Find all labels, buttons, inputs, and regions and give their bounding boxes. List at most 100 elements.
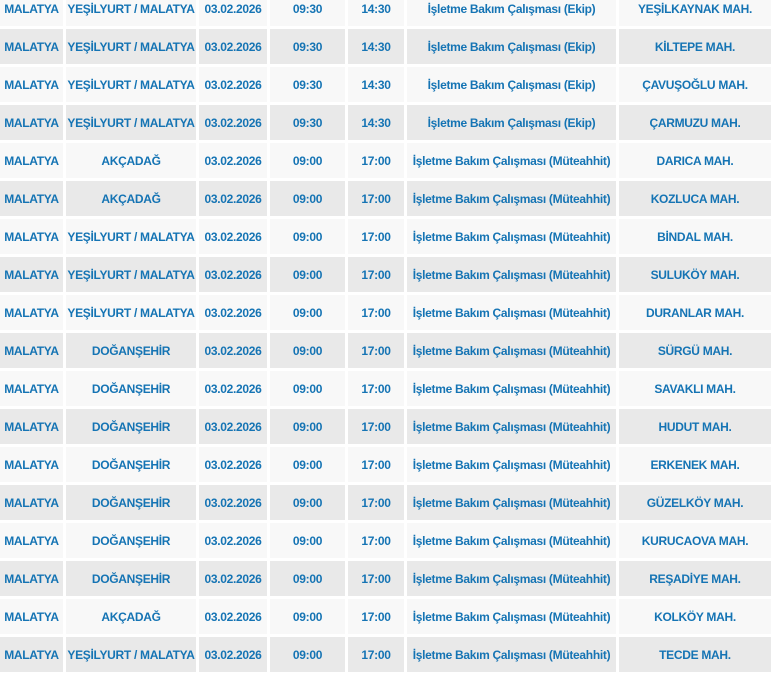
cell-neighborhood: DURANLAR MAH. xyxy=(619,295,774,333)
cell-end-time: 17:00 xyxy=(348,447,407,485)
table-row: MALATYA DOĞANŞEHİR 03.02.2026 09:00 17:00 İşl… xyxy=(0,561,774,599)
cell-start-time: 09:00 xyxy=(270,333,348,371)
cell-work-type: İşletme Bakım Çalışması (Müteahhit) xyxy=(407,485,619,523)
cell-end-time: 17:00 xyxy=(348,599,407,637)
cell-date: 03.02.2026 xyxy=(199,523,270,561)
cell-date: 03.02.2026 xyxy=(199,181,270,219)
cell-district: DOĞANŞEHİR xyxy=(66,371,199,409)
cell-neighborhood: HUDUT MAH. xyxy=(619,409,774,447)
cell-city: MALATYA xyxy=(0,333,66,371)
cell-work-type: İşletme Bakım Çalışması (Müteahhit) xyxy=(407,599,619,637)
cell-end-time: 17:00 xyxy=(348,561,407,599)
cell-district: YEŞİLYURT / MALATYA xyxy=(66,257,199,295)
cell-start-time: 09:30 xyxy=(270,67,348,105)
cell-district: DOĞANŞEHİR xyxy=(66,447,199,485)
table-row: MALATYA AKÇADAĞ 03.02.2026 09:00 17:00 İşletm… xyxy=(0,181,774,219)
cell-end-time: 17:00 xyxy=(348,409,407,447)
cell-work-type: İşletme Bakım Çalışması (Ekip) xyxy=(407,105,619,143)
cell-city: MALATYA xyxy=(0,143,66,181)
cell-start-time: 09:00 xyxy=(270,561,348,599)
cell-start-time: 09:00 xyxy=(270,637,348,675)
cell-start-time: 09:00 xyxy=(270,295,348,333)
cell-city: MALATYA xyxy=(0,523,66,561)
cell-district: YEŞİLYURT / MALATYA xyxy=(66,67,199,105)
table-row: MALATYA DOĞANŞEHİR 03.02.2026 09:00 17:00 İşl… xyxy=(0,371,774,409)
cell-city: MALATYA xyxy=(0,105,66,143)
cell-city: MALATYA xyxy=(0,485,66,523)
cell-work-type: İşletme Bakım Çalışması (Müteahhit) xyxy=(407,295,619,333)
cell-district: YEŞİLYURT / MALATYA xyxy=(66,105,199,143)
cell-end-time: 17:00 xyxy=(348,371,407,409)
cell-date: 03.02.2026 xyxy=(199,0,270,29)
cell-end-time: 17:00 xyxy=(348,485,407,523)
cell-city: MALATYA xyxy=(0,0,66,29)
cell-start-time: 09:00 xyxy=(270,523,348,561)
cell-date: 03.02.2026 xyxy=(199,219,270,257)
table-row: MALATYA YEŞİLYURT / MALATYA 03.02.2026 09:3… xyxy=(0,105,774,143)
cell-district: YEŞİLYURT / MALATYA xyxy=(66,0,199,29)
cell-district: DOĞANŞEHİR xyxy=(66,409,199,447)
cell-start-time: 09:00 xyxy=(270,143,348,181)
cell-city: MALATYA xyxy=(0,67,66,105)
cell-start-time: 09:00 xyxy=(270,257,348,295)
cell-date: 03.02.2026 xyxy=(199,637,270,675)
cell-work-type: İşletme Bakım Çalışması (Müteahhit) xyxy=(407,523,619,561)
cell-end-time: 17:00 xyxy=(348,181,407,219)
cell-district: AKÇADAĞ xyxy=(66,181,199,219)
cell-district: DOĞANŞEHİR xyxy=(66,485,199,523)
table-row: MALATYA YEŞİLYURT / MALATYA 03.02.2026 09:0… xyxy=(0,257,774,295)
cell-neighborhood: ÇARMUZU MAH. xyxy=(619,105,774,143)
cell-work-type: İşletme Bakım Çalışması (Ekip) xyxy=(407,29,619,67)
cell-date: 03.02.2026 xyxy=(199,143,270,181)
cell-district: AKÇADAĞ xyxy=(66,143,199,181)
cell-start-time: 09:30 xyxy=(270,29,348,67)
cell-neighborhood: REŞADİYE MAH. xyxy=(619,561,774,599)
table-row: MALATYA YEŞİLYURT / MALATYA 03.02.2026 09:0… xyxy=(0,637,774,675)
cell-work-type: İşletme Bakım Çalışması (Müteahhit) xyxy=(407,371,619,409)
cell-work-type: İşletme Bakım Çalışması (Müteahhit) xyxy=(407,181,619,219)
cell-work-type: İşletme Bakım Çalışması (Müteahhit) xyxy=(407,257,619,295)
cell-work-type: İşletme Bakım Çalışması (Müteahhit) xyxy=(407,409,619,447)
cell-end-time: 17:00 xyxy=(348,637,407,675)
cell-work-type: İşletme Bakım Çalışması (Müteahhit) xyxy=(407,637,619,675)
cell-district: YEŞİLYURT / MALATYA xyxy=(66,295,199,333)
cell-district: DOĞANŞEHİR xyxy=(66,523,199,561)
cell-start-time: 09:00 xyxy=(270,485,348,523)
cell-start-time: 09:00 xyxy=(270,409,348,447)
cell-date: 03.02.2026 xyxy=(199,561,270,599)
cell-city: MALATYA xyxy=(0,599,66,637)
cell-start-time: 09:00 xyxy=(270,599,348,637)
cell-work-type: İşletme Bakım Çalışması (Müteahhit) xyxy=(407,447,619,485)
cell-work-type: İşletme Bakım Çalışması (Müteahhit) xyxy=(407,333,619,371)
table-row: MALATYA YEŞİLYURT / MALATYA 03.02.2026 09:3… xyxy=(0,67,774,105)
cell-work-type: İşletme Bakım Çalışması (Ekip) xyxy=(407,67,619,105)
cell-end-time: 17:00 xyxy=(348,333,407,371)
table-row: MALATYA DOĞANŞEHİR 03.02.2026 09:00 17:00 İşl… xyxy=(0,447,774,485)
cell-city: MALATYA xyxy=(0,447,66,485)
cell-date: 03.02.2026 xyxy=(199,257,270,295)
cell-neighborhood: SULUKÖY MAH. xyxy=(619,257,774,295)
cell-date: 03.02.2026 xyxy=(199,295,270,333)
table-row: MALATYA AKÇADAĞ 03.02.2026 09:00 17:00 İşletm… xyxy=(0,143,774,181)
cell-start-time: 09:00 xyxy=(270,447,348,485)
cell-date: 03.02.2026 xyxy=(199,371,270,409)
cell-neighborhood: ERKENEK MAH. xyxy=(619,447,774,485)
cell-date: 03.02.2026 xyxy=(199,447,270,485)
table-row: MALATYA DOĞANŞEHİR 03.02.2026 09:00 17:00 İşl… xyxy=(0,523,774,561)
cell-start-time: 09:00 xyxy=(270,181,348,219)
cell-end-time: 17:00 xyxy=(348,295,407,333)
cell-end-time: 17:00 xyxy=(348,143,407,181)
cell-date: 03.02.2026 xyxy=(199,409,270,447)
cell-city: MALATYA xyxy=(0,219,66,257)
table-row: MALATYA AKÇADAĞ 03.02.2026 09:00 17:00 İşletm… xyxy=(0,599,774,637)
cell-end-time: 17:00 xyxy=(348,257,407,295)
cell-city: MALATYA xyxy=(0,257,66,295)
table-row: MALATYA YEŞİLYURT / MALATYA 03.02.2026 09:0… xyxy=(0,295,774,333)
cell-neighborhood: DARICA MAH. xyxy=(619,143,774,181)
table-row: MALATYA YEŞİLYURT / MALATYA 03.02.2026 09:3… xyxy=(0,29,774,67)
cell-neighborhood: YEŞİLKAYNAK MAH. xyxy=(619,0,774,29)
cell-district: DOĞANŞEHİR xyxy=(66,561,199,599)
table-row: MALATYA DOĞANŞEHİR 03.02.2026 09:00 17:00 İşl… xyxy=(0,333,774,371)
